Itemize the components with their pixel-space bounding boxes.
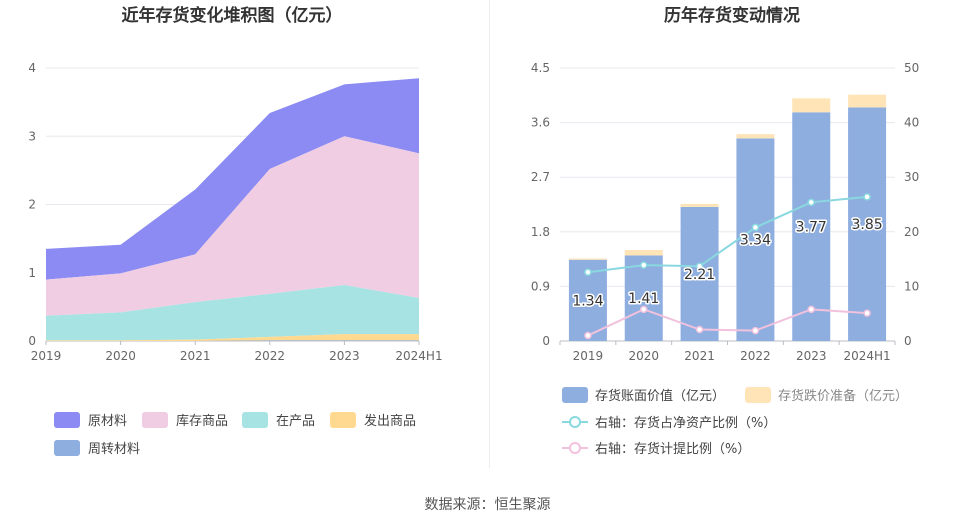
left-legend-swatch	[242, 412, 268, 428]
left-legend-swatch	[54, 440, 80, 456]
area-series-发出商品	[46, 334, 419, 341]
left-legend-label: 库存商品	[176, 413, 228, 429]
left-y-tick-label: 2	[28, 198, 36, 212]
right-y-tick-label: 4.5	[531, 61, 550, 75]
bar-book-value	[848, 107, 887, 341]
right-x-tick-label: 2019	[573, 349, 604, 363]
bar-provision	[848, 94, 887, 108]
data-source: 数据来源：恒生聚源	[424, 497, 551, 513]
bar-book-value	[792, 112, 831, 341]
bar-data-label: 3.85	[851, 217, 882, 233]
bar-provision	[680, 203, 719, 207]
right-chart-title: 历年存货变动情况	[664, 5, 800, 26]
point-provision-ratio	[863, 309, 871, 317]
right-legend-swatch	[562, 387, 588, 403]
left-y-tick-label: 0	[28, 334, 36, 348]
right-legend-label: 右轴：存货计提比例（%）	[595, 441, 750, 457]
right-y-tick-label: 1.8	[531, 225, 550, 239]
bar-book-value	[736, 138, 775, 341]
right-y-tick-label: 0.9	[531, 279, 550, 293]
right-legend-marker	[569, 442, 581, 454]
right-legend-marker	[569, 416, 581, 428]
point-inventory-to-equity-ratio	[751, 223, 760, 232]
right-x-tick-label: 2023	[796, 349, 827, 363]
point-inventory-to-equity-ratio	[695, 262, 704, 270]
right-y2-tick-label: 10	[904, 279, 919, 293]
left-x-tick-label: 2022	[255, 349, 286, 363]
bar-provision	[568, 258, 607, 260]
left-legend-label: 发出商品	[364, 413, 416, 429]
right-y-tick-label: 0	[542, 334, 550, 348]
right-y2-tick-label: 0	[904, 334, 912, 348]
left-y-tick-label: 1	[28, 266, 36, 280]
point-provision-ratio	[695, 325, 704, 334]
area-series-在产品	[46, 285, 419, 341]
line-inventory-to-equity-ratio	[587, 195, 868, 274]
bar-provision	[792, 98, 831, 113]
left-legend-swatch	[330, 412, 356, 428]
right-legend-label: 右轴：存货占净资产比例（%）	[595, 415, 776, 431]
bar-book-value	[624, 255, 663, 341]
left-chart-title: 近年存货变化堆积图（亿元）	[122, 5, 343, 26]
area-series-原材料	[46, 78, 419, 280]
left-legend-label: 周转材料	[88, 442, 140, 457]
point-inventory-to-equity-ratio	[863, 193, 871, 201]
left-legend-label: 原材料	[88, 414, 127, 429]
charts-canvas: 近年存货变化堆积图（亿元） 0 1 2 3 4 2019 2020 2021 2022 2023 20…	[28, 5, 919, 457]
point-provision-ratio	[640, 305, 648, 314]
bar-data-label: 3.77	[796, 220, 827, 236]
bar-data-label: 3.34	[740, 233, 771, 249]
left-legend-swatch	[142, 412, 168, 428]
right-x-tick-label: 2021	[684, 349, 715, 363]
right-y2-tick-label: 40	[904, 116, 919, 130]
right-legend-label: 存货账面价值（亿元）	[595, 388, 725, 404]
point-inventory-to-equity-ratio	[584, 268, 592, 276]
right-y-tick-label: 2.7	[531, 170, 550, 184]
line-provision-ratio	[587, 308, 868, 337]
point-inventory-to-equity-ratio	[640, 261, 648, 269]
left-x-tick-label: 2020	[105, 349, 136, 363]
left-y-tick-label: 3	[28, 129, 36, 143]
right-x-tick-label: 2022	[740, 349, 771, 363]
right-legend-label: 存货跌价准备（亿元）	[778, 388, 908, 404]
point-provision-ratio	[584, 331, 592, 340]
right-y2-tick-label: 30	[904, 170, 919, 184]
point-provision-ratio	[751, 326, 760, 335]
bar-provision	[624, 250, 663, 256]
area-series-周转材料	[46, 340, 419, 341]
left-x-tick-label: 2024H1	[395, 349, 442, 363]
left-y-tick-label: 4	[28, 61, 36, 75]
left-x-tick-label: 2023	[329, 349, 360, 363]
area-series-库存商品	[46, 136, 419, 316]
bar-provision	[736, 134, 775, 139]
panel-divider	[489, 0, 490, 468]
bar-data-label: 1.34	[572, 293, 603, 309]
right-legend-swatch	[745, 387, 771, 403]
right-x-tick-label: 2020	[628, 349, 659, 363]
bar-book-value	[680, 206, 719, 341]
right-x-tick-label: 2024H1	[843, 349, 890, 363]
point-provision-ratio	[807, 305, 815, 314]
left-legend-swatch	[54, 412, 80, 428]
left-x-tick-label: 2021	[180, 349, 211, 363]
right-y-tick-label: 3.6	[531, 116, 550, 130]
left-legend-label: 在产品	[276, 414, 315, 429]
right-y2-tick-label: 20	[904, 225, 919, 239]
left-x-tick-label: 2019	[31, 349, 62, 363]
point-inventory-to-equity-ratio	[807, 198, 815, 207]
right-y2-tick-label: 50	[904, 61, 919, 75]
bar-data-label: 2.21	[684, 267, 715, 283]
bar-data-label: 1.41	[628, 291, 659, 307]
